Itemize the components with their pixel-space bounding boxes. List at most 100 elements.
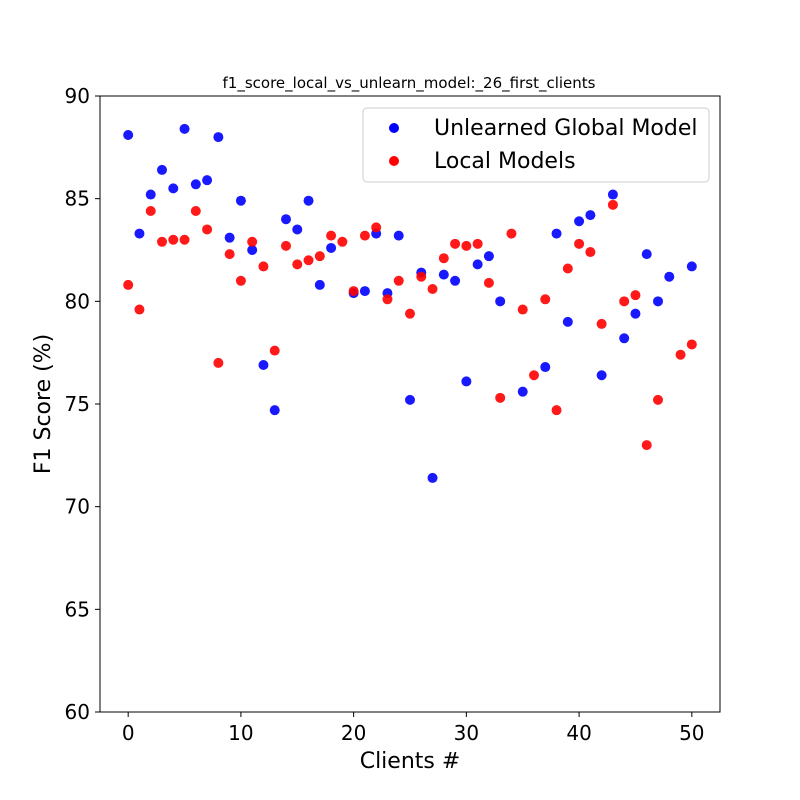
- local-model-point: [619, 296, 630, 307]
- y-tick-label: 60: [65, 700, 90, 724]
- unlearned-global-point: [472, 259, 483, 270]
- unlearned-global-point: [405, 394, 415, 405]
- x-axis-label: Clients #: [360, 749, 461, 774]
- unlearned-global-point: [495, 296, 506, 307]
- series-1: [123, 199, 697, 451]
- legend-box: [362, 107, 710, 183]
- legend-marker-unlearned: [389, 123, 399, 133]
- unlearned-global-point: [630, 308, 641, 319]
- local-model-point: [202, 224, 213, 235]
- unlearned-global-point: [123, 130, 134, 141]
- local-model-point: [224, 249, 235, 260]
- unlearned-global-point: [551, 228, 562, 239]
- y-tick-label: 85: [65, 187, 90, 211]
- unlearned-global-point: [438, 269, 449, 280]
- axis-ticks: 0 10 20 30 40 50 60 65 70 75 80 85 90: [65, 84, 705, 745]
- local-model-point: [495, 392, 506, 403]
- unlearned-global-point: [686, 261, 697, 272]
- unlearned-global-point: [235, 195, 246, 206]
- local-model-point: [281, 240, 291, 251]
- unlearned-global-point: [607, 189, 618, 200]
- unlearned-global-point: [585, 210, 596, 221]
- local-model-point: [247, 236, 258, 247]
- local-model-point: [416, 271, 427, 282]
- unlearned-global-point: [393, 230, 404, 241]
- local-model-point: [405, 308, 415, 319]
- local-model-point: [506, 228, 517, 239]
- unlearned-global-point: [596, 370, 607, 381]
- unlearned-global-point: [574, 216, 585, 227]
- local-model-point: [529, 370, 539, 381]
- x-tick-label: 20: [341, 721, 366, 745]
- local-model-point: [123, 279, 134, 290]
- x-tick-label: 40: [566, 721, 591, 745]
- local-model-point: [551, 405, 562, 416]
- unlearned-global-point: [483, 251, 494, 262]
- y-tick-label: 75: [65, 392, 90, 416]
- unlearned-global-point: [281, 214, 291, 225]
- local-model-point: [326, 230, 337, 241]
- local-model-point: [641, 440, 652, 451]
- unlearned-global-point: [202, 175, 213, 186]
- unlearned-global-point: [461, 376, 472, 387]
- local-model-point: [483, 277, 494, 288]
- local-model-point: [686, 339, 697, 350]
- local-model-point: [314, 251, 325, 262]
- legend: Unlearned Global Model Local Models: [362, 107, 710, 183]
- local-model-point: [292, 259, 303, 270]
- unlearned-global-point: [303, 195, 314, 206]
- unlearned-global-point: [653, 296, 663, 307]
- unlearned-global-point: [168, 183, 179, 194]
- legend-label-unlearned: Unlearned Global Model: [434, 116, 698, 141]
- unlearned-global-point: [562, 316, 573, 327]
- unlearned-global-point: [190, 179, 201, 190]
- y-tick-label: 90: [65, 84, 90, 108]
- x-tick-label: 10: [228, 721, 253, 745]
- local-model-point: [348, 286, 359, 297]
- local-model-point: [540, 294, 551, 305]
- local-model-point: [337, 236, 348, 247]
- local-model-point: [630, 290, 641, 301]
- local-model-point: [517, 304, 528, 315]
- local-model-point: [562, 263, 573, 274]
- unlearned-global-point: [213, 132, 224, 143]
- x-tick-label: 30: [454, 721, 479, 745]
- local-model-point: [427, 284, 438, 295]
- local-model-point: [393, 275, 404, 286]
- y-axis-label: F1 Score (%): [31, 334, 56, 474]
- unlearned-global-point: [641, 249, 652, 260]
- local-model-point: [258, 261, 269, 272]
- local-model-point: [179, 234, 190, 245]
- local-model-point: [190, 205, 201, 216]
- unlearned-global-point: [664, 271, 675, 282]
- local-model-point: [235, 275, 246, 286]
- local-model-point: [438, 253, 449, 264]
- local-model-point: [269, 345, 280, 356]
- local-model-point: [574, 238, 585, 249]
- unlearned-global-point: [134, 228, 145, 239]
- legend-marker-local: [389, 156, 399, 166]
- unlearned-global-point: [314, 279, 325, 290]
- local-model-point: [596, 318, 607, 329]
- local-model-point: [607, 199, 618, 210]
- x-tick-label: 0: [122, 721, 135, 745]
- unlearned-global-point: [224, 232, 235, 243]
- local-model-point: [213, 357, 224, 368]
- local-model-point: [653, 394, 663, 405]
- unlearned-global-point: [619, 333, 630, 344]
- unlearned-global-point: [427, 472, 438, 483]
- unlearned-global-point: [157, 164, 167, 175]
- local-model-point: [585, 247, 596, 258]
- local-model-point: [450, 238, 461, 249]
- unlearned-global-point: [450, 275, 461, 286]
- unlearned-global-point: [540, 362, 551, 373]
- legend-label-local: Local Models: [434, 149, 576, 174]
- local-model-point: [371, 222, 382, 233]
- local-model-point: [157, 236, 167, 247]
- unlearned-global-point: [258, 359, 269, 370]
- y-tick-label: 70: [65, 495, 90, 519]
- x-tick-label: 50: [679, 721, 704, 745]
- y-tick-label: 80: [65, 289, 90, 313]
- unlearned-global-point: [326, 242, 337, 253]
